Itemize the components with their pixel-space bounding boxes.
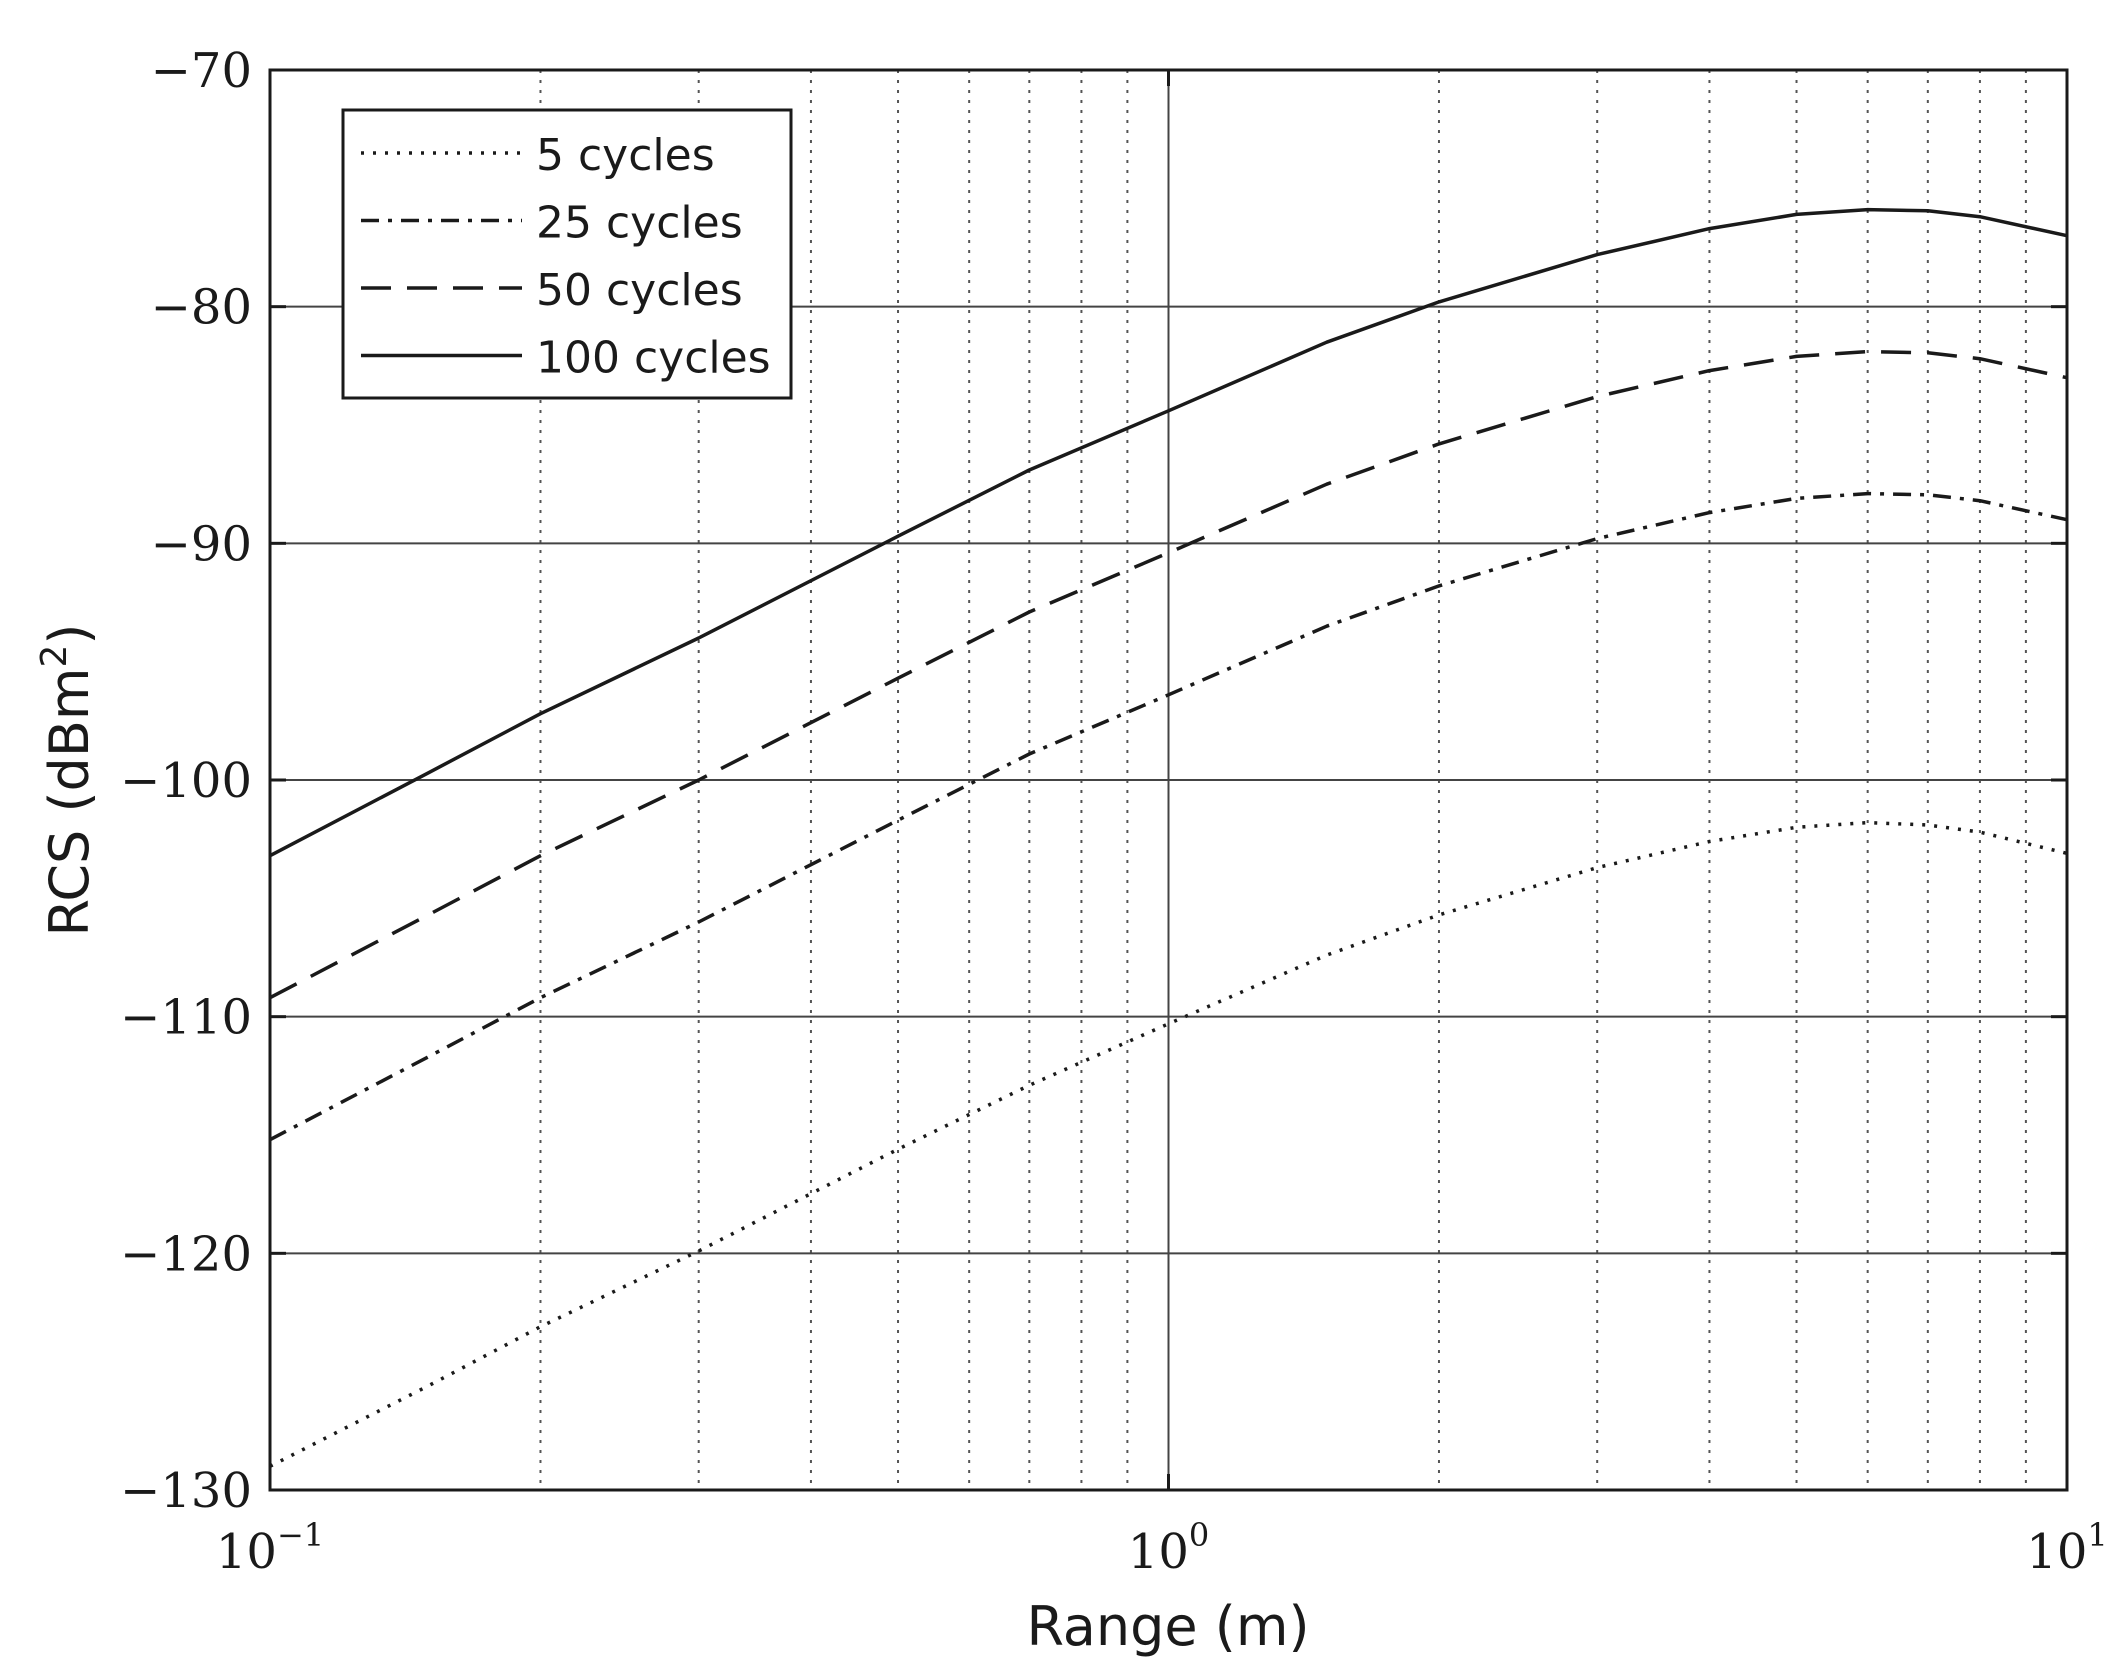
x-tick-label: 100	[1128, 1516, 1209, 1580]
x-tick-label: 10−1	[216, 1516, 324, 1580]
y-tick-label: −110	[120, 990, 252, 1046]
y-tick-label: −70	[151, 43, 252, 99]
y-tick-label: −90	[151, 516, 252, 572]
legend: 5 cycles 25 cycles 50 cycles 100 cycles	[341, 108, 793, 400]
series-line-50-cycles	[269, 349, 2068, 1000]
series-layer	[269, 207, 2068, 1468]
y-axis-label-superscript: 2	[34, 645, 75, 668]
y-axis-label-main: RCS (dBm	[38, 668, 101, 937]
y-tick-label: −130	[120, 1463, 252, 1519]
series-line-25-cycles	[269, 491, 2068, 1142]
y-tick-label: −120	[120, 1226, 252, 1282]
series-line-100-cycles	[269, 207, 2068, 858]
x-tick-label: 101	[2026, 1516, 2107, 1580]
y-axis-label: RCS (dBm2)	[34, 624, 101, 937]
y-axis-label-close: )	[38, 624, 101, 645]
legend-label-5-cycles: 5 cycles	[536, 130, 715, 181]
legend-box	[341, 108, 793, 400]
legend-label-25-cycles: 25 cycles	[536, 198, 743, 249]
y-tick-label: −80	[151, 280, 252, 336]
y-tick-label: −100	[120, 753, 252, 809]
x-axis-label: Range (m)	[1026, 1595, 1309, 1658]
legend-label-100-cycles: 100 cycles	[536, 333, 771, 384]
legend-label-50-cycles: 50 cycles	[536, 265, 743, 316]
